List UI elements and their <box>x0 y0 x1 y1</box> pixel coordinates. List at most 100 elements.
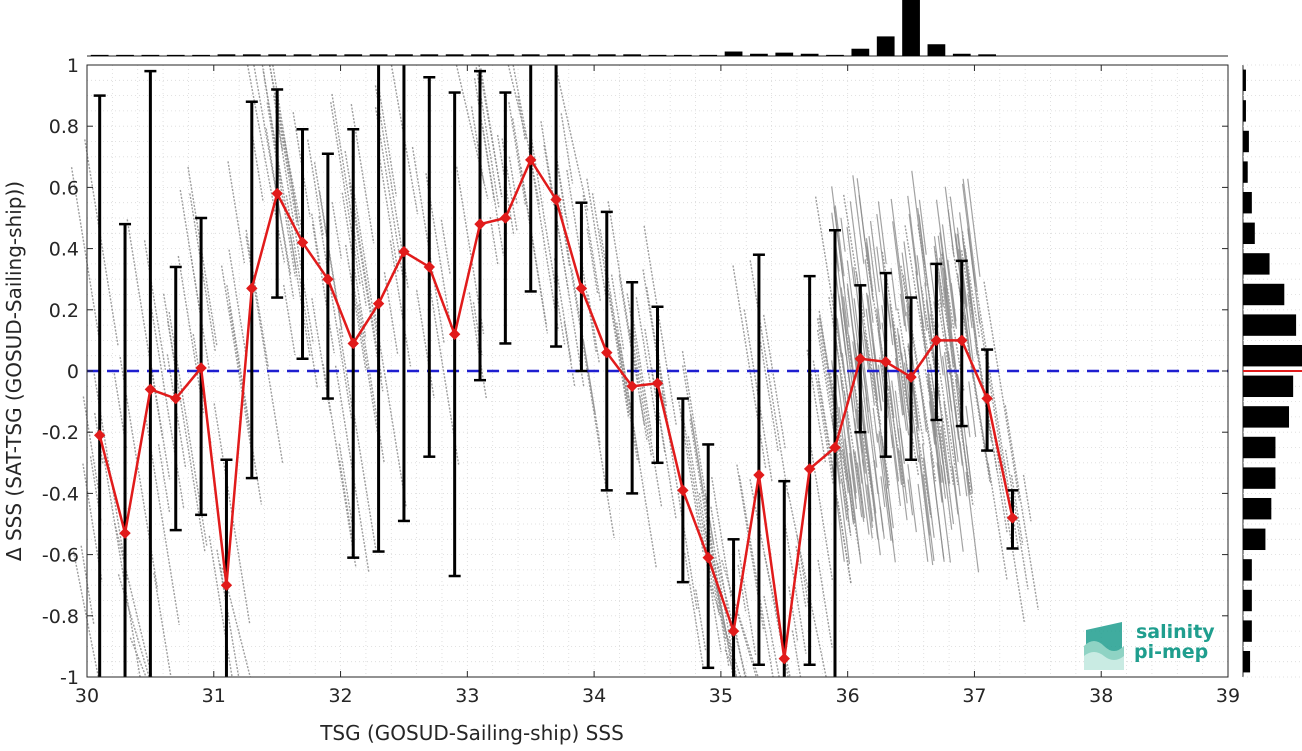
scatter-streak <box>350 104 375 244</box>
scatter-streak <box>941 224 956 327</box>
scatter-streak <box>737 549 757 655</box>
scatter-streak <box>948 328 962 405</box>
scatter-streak <box>975 289 1007 474</box>
right-hist-bar <box>1243 559 1252 581</box>
scatter-streak <box>618 275 632 348</box>
scatter-streak <box>1003 462 1020 550</box>
scatter-streak <box>226 285 251 428</box>
scatter-streak <box>888 385 903 485</box>
scatter-streak <box>72 551 100 678</box>
scatter-streak <box>475 67 500 208</box>
scatter-streak <box>847 369 863 484</box>
scatter-streak <box>167 320 206 553</box>
scatter-streak <box>338 443 353 523</box>
top-hist-bar <box>395 54 413 56</box>
scatter-streak <box>816 318 850 513</box>
scatter-streak <box>378 152 399 272</box>
scatter-streak <box>880 476 886 508</box>
mean-point <box>956 334 968 347</box>
scatter-streak <box>915 426 931 536</box>
scatter-streak <box>179 189 201 312</box>
scatter-streak <box>582 195 601 301</box>
x-tick-label: 31 <box>202 685 226 707</box>
scatter-streak <box>817 374 834 464</box>
scatter-streak <box>113 369 128 449</box>
scatter-streak <box>208 535 233 678</box>
scatter-streak <box>818 310 839 427</box>
scatter-streak <box>428 283 460 465</box>
scatter-streak <box>877 364 884 402</box>
scatter-streak <box>472 302 483 356</box>
scatter-streak <box>945 370 953 412</box>
scatter-streak <box>635 297 660 437</box>
scatter-streak <box>228 306 263 505</box>
scatter-streak <box>266 102 296 277</box>
scatter-streak <box>842 449 849 494</box>
top-hist-bar <box>597 54 616 56</box>
scatter-streak <box>554 64 589 212</box>
scatter-streak <box>743 309 773 483</box>
right-hist-bar <box>1243 130 1249 153</box>
scatter-streak <box>835 336 843 391</box>
scatter-streak <box>881 435 894 529</box>
right-hist-bar <box>1243 253 1270 275</box>
scatter-streak <box>730 590 759 678</box>
x-tick-label: 35 <box>709 685 733 707</box>
scatter-streak <box>114 523 153 678</box>
scatter-streak <box>940 425 955 525</box>
scatter-streak <box>150 308 185 509</box>
top-hist-bar <box>496 54 515 56</box>
mean-point <box>525 154 537 166</box>
scatter-streak <box>187 166 218 347</box>
mean-point <box>195 362 207 374</box>
scatter-streak <box>916 255 928 331</box>
mean-point <box>930 334 943 347</box>
logo-text-salinity: salinity <box>1136 621 1215 643</box>
scatter-streak <box>868 236 882 330</box>
scatter-streak <box>865 242 874 301</box>
right-hist-bar <box>1243 406 1290 428</box>
scatter-streak <box>917 224 938 342</box>
scatter-streak <box>907 195 919 276</box>
scatter-streak <box>587 294 600 363</box>
scatter-streak <box>478 64 503 198</box>
scatter-streak <box>865 339 875 406</box>
mean-point <box>626 380 638 393</box>
scatter-streak <box>967 293 973 329</box>
scatter-streak <box>489 216 499 266</box>
scatter-streak <box>894 390 906 464</box>
mean-point <box>144 383 157 396</box>
top-hist-bar <box>192 54 210 56</box>
scatter-streak <box>849 201 866 317</box>
scatter-streak <box>841 352 850 405</box>
scatter-streak <box>951 465 964 552</box>
scatter-streak <box>861 352 878 468</box>
mean-point <box>448 328 461 340</box>
scatter-streak <box>762 314 786 450</box>
scatter-streak <box>841 478 848 521</box>
scatter-streak <box>698 492 720 616</box>
scatter-streak <box>959 441 968 497</box>
mean-point <box>677 484 689 497</box>
mean-point <box>246 282 258 295</box>
scatter-streak <box>507 64 527 140</box>
x-tick-label: 39 <box>1216 685 1240 707</box>
scatter-streak <box>528 150 560 331</box>
scatter-streak <box>886 393 900 482</box>
scatter-streak <box>710 506 734 643</box>
error-bars <box>93 65 1019 677</box>
top-hist-bar <box>927 44 946 56</box>
scatter-streak <box>856 462 866 519</box>
scatter-streak <box>901 252 911 317</box>
top-hist-bar <box>344 54 363 56</box>
top-hist-bar <box>978 54 996 56</box>
mean-point <box>1006 512 1019 524</box>
scatter-streak <box>737 564 747 612</box>
right-hist-bar <box>1243 344 1302 367</box>
mean-point <box>499 212 512 224</box>
y-tick-label: 0 <box>67 361 79 383</box>
top-hist-bar <box>268 54 287 56</box>
top-hist-bar <box>217 54 236 56</box>
right-hist-bar <box>1243 100 1246 122</box>
scatter-streak <box>470 106 485 184</box>
